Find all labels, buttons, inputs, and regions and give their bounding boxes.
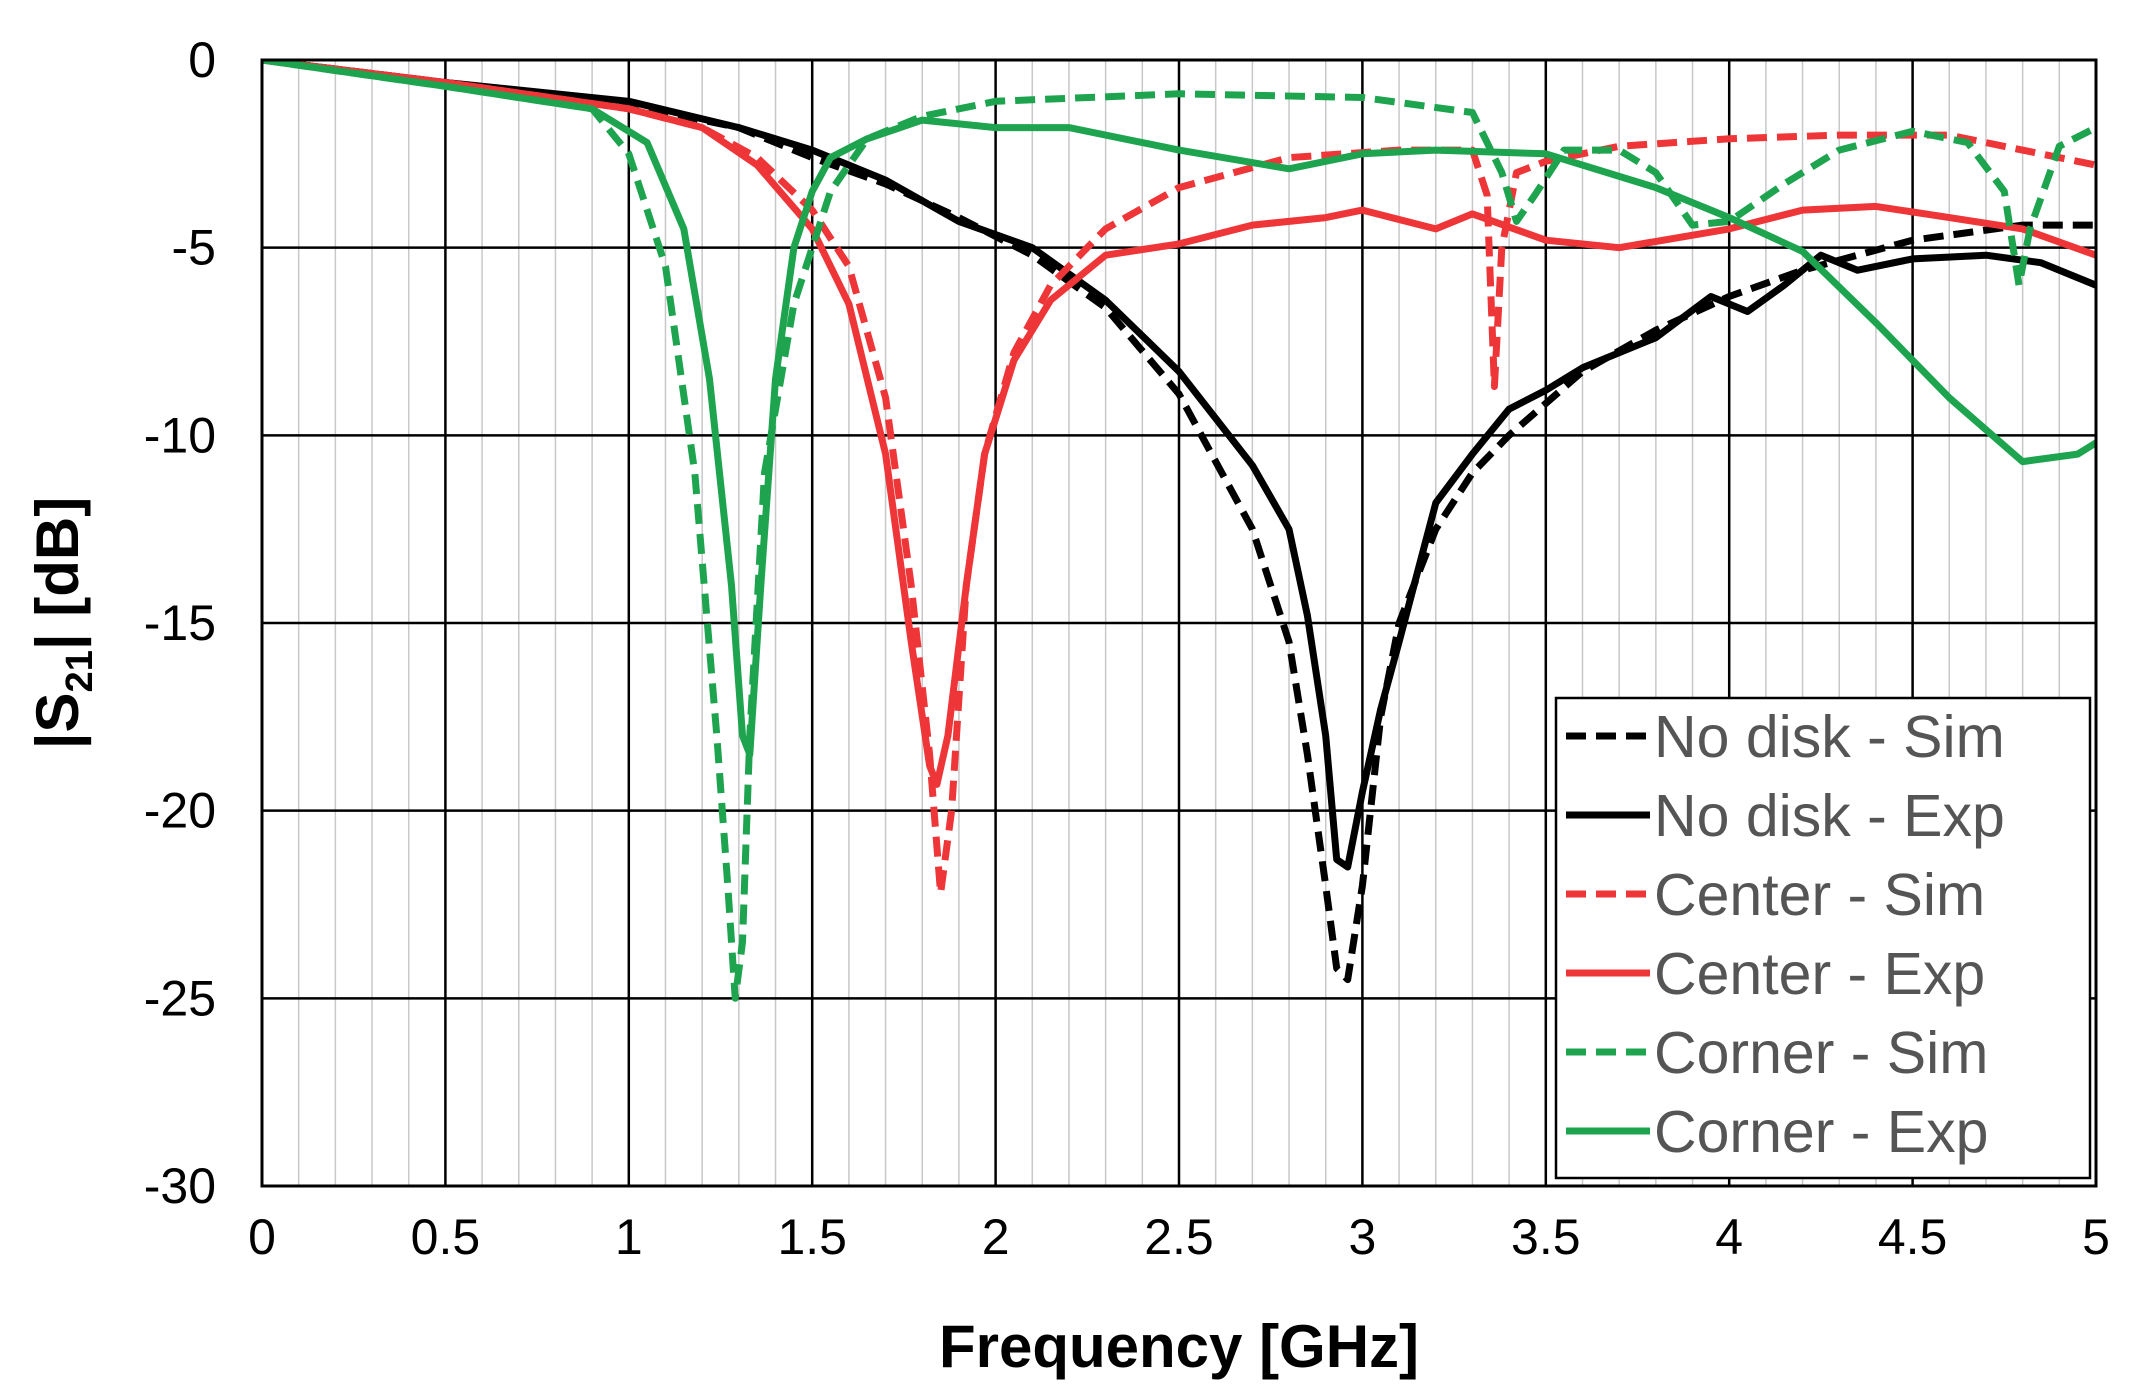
x-tick-label: 0.5 bbox=[411, 1209, 481, 1265]
x-tick-label: 2 bbox=[982, 1209, 1010, 1265]
y-axis-title-suffix: | [dB] bbox=[24, 497, 92, 650]
plot-frame bbox=[260, 58, 2098, 1188]
x-tick-label: 1.5 bbox=[777, 1209, 847, 1265]
legend-label: Corner - Exp bbox=[1654, 1099, 1988, 1165]
y-tick-label: -15 bbox=[144, 595, 216, 651]
y-tick-label: -5 bbox=[172, 220, 216, 276]
series-line-no-disk-exp bbox=[262, 60, 2096, 871]
x-axis-title: Frequency [GHz] bbox=[939, 1313, 1419, 1380]
series-line-center-exp bbox=[262, 60, 2096, 788]
legend-label: Center - Sim bbox=[1654, 862, 1985, 928]
x-tick-label: 3.5 bbox=[1511, 1209, 1581, 1265]
x-tick-label: 2.5 bbox=[1144, 1209, 1214, 1265]
series-line-corner-sim bbox=[262, 60, 2096, 1002]
y-tick-label: -25 bbox=[144, 970, 216, 1026]
legend-label: No disk - Exp bbox=[1654, 783, 2005, 849]
y-tick-label: -30 bbox=[144, 1158, 216, 1214]
legend-label: Center - Exp bbox=[1654, 941, 1985, 1007]
y-axis-title-prefix: |S bbox=[24, 692, 92, 749]
y-axis-title-subscript: 21 bbox=[59, 650, 101, 692]
series-line-corner-exp bbox=[262, 60, 2096, 758]
series-line-center-sim bbox=[262, 60, 2096, 897]
y-tick-label: -10 bbox=[144, 407, 216, 463]
y-axis-title: |S21| [dB] bbox=[24, 497, 101, 750]
y-tick-labels: 0 -5 -10 -15 -20 -25 -30 bbox=[144, 32, 216, 1214]
x-tick-label: 3 bbox=[1348, 1209, 1376, 1265]
x-tick-labels: 0 0.5 1 1.5 2 2.5 3 3.5 4 4.5 5 bbox=[248, 1209, 2110, 1265]
x-tick-label: 4.5 bbox=[1878, 1209, 1948, 1265]
legend: No disk - Sim No disk - Exp Center - Sim Ce… bbox=[1554, 696, 2092, 1180]
series-layer bbox=[262, 60, 2096, 1002]
y-tick-label: -20 bbox=[144, 783, 216, 839]
x-tick-label: 0 bbox=[248, 1209, 276, 1265]
y-tick-label: 0 bbox=[188, 32, 216, 88]
legend-box bbox=[1554, 696, 2092, 1180]
x-tick-label: 1 bbox=[615, 1209, 643, 1265]
x-tick-label: 4 bbox=[1715, 1209, 1743, 1265]
legend-label: Corner - Sim bbox=[1654, 1020, 1988, 1086]
legend-label: No disk - Sim bbox=[1654, 704, 2005, 770]
x-tick-label: 5 bbox=[2082, 1209, 2110, 1265]
legend-entries: No disk - Sim No disk - Exp Center - Sim Ce… bbox=[1566, 704, 2005, 1165]
